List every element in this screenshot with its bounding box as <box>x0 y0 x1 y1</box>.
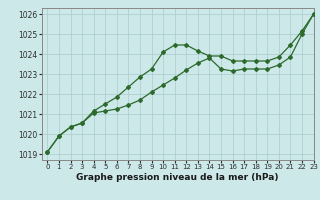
X-axis label: Graphe pression niveau de la mer (hPa): Graphe pression niveau de la mer (hPa) <box>76 173 279 182</box>
